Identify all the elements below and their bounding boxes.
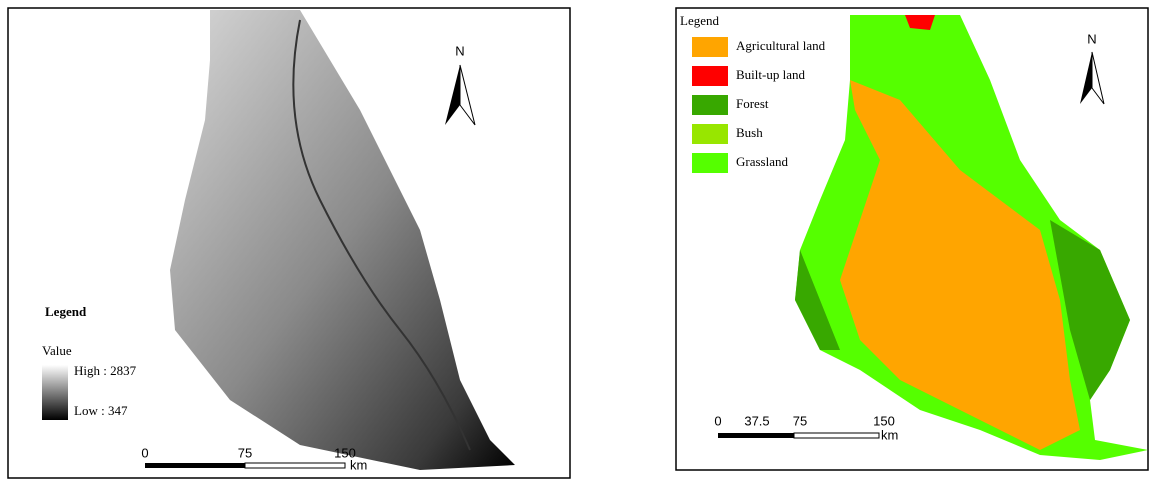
legend-value: Value (42, 343, 72, 358)
north-label: N (1087, 31, 1096, 46)
legend-label: Agricultural land (736, 38, 826, 53)
legend-title: Legend (45, 304, 87, 319)
high-label: High : 2837 (74, 363, 137, 378)
north-label: N (455, 43, 464, 58)
color-ramp (42, 365, 68, 420)
legend-swatch (692, 95, 728, 115)
low-label: Low : 347 (74, 403, 128, 418)
scale-bar (245, 463, 345, 468)
scale-unit: km (350, 457, 367, 472)
scale-label: 0 (714, 413, 721, 428)
legend-label: Forest (736, 96, 769, 111)
scale-label: 0 (141, 445, 148, 460)
scale-label: 75 (793, 413, 807, 428)
legend-label: Built-up land (736, 67, 805, 82)
legend-swatch (692, 124, 728, 144)
scale-bar (145, 463, 245, 468)
scale-bar (718, 433, 794, 438)
legend-label: Bush (736, 125, 763, 140)
legend-swatch (692, 66, 728, 86)
scale-label: 75 (238, 445, 252, 460)
scale-label: 150 (873, 413, 895, 428)
legend-title: Legend (680, 13, 719, 28)
legend-swatch (692, 153, 728, 173)
legend-swatch (692, 37, 728, 57)
scale-label: 37.5 (744, 413, 769, 428)
scale-bar (794, 433, 879, 438)
figure: N Legend Value High : 2837 Low : 347 0 7… (0, 0, 1150, 482)
scale-unit: km (881, 427, 898, 442)
legend-label: Grassland (736, 154, 788, 169)
